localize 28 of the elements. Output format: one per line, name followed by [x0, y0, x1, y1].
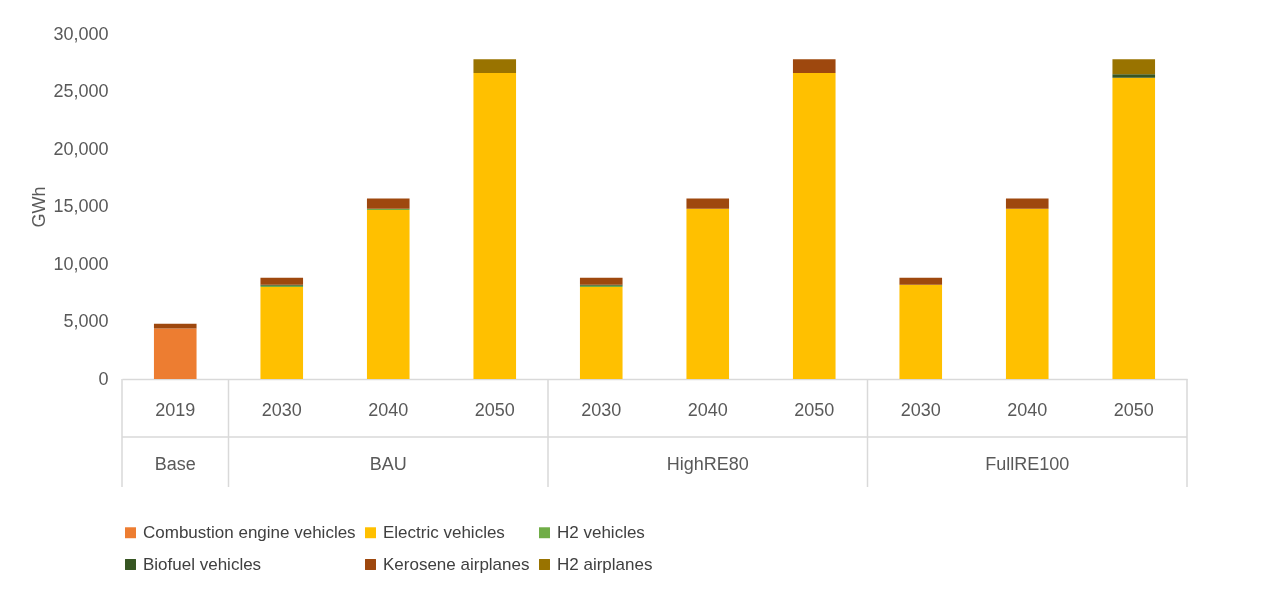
x-tick-label: 2040: [368, 399, 409, 420]
y-tick-label: 15,000: [53, 196, 109, 216]
y-tick-label: 30,000: [53, 23, 109, 44]
x-tick-label: 2040: [687, 399, 728, 420]
legend-label: H2 vehicles: [557, 522, 645, 542]
text: BAU: [369, 454, 407, 474]
x-tick-label: 2030: [581, 399, 622, 420]
x-tick-label: 2019: [155, 399, 196, 420]
text: FullRE100: [985, 454, 1070, 474]
x-tick-label: 2030: [900, 399, 941, 420]
x-tick-label: 2050: [474, 399, 515, 420]
legend-label: Combustion engine vehicles: [143, 522, 356, 542]
x-tick-label: 2040: [1007, 399, 1048, 420]
legend-label: H2 airplanes: [557, 554, 653, 574]
text: HighRE80: [666, 454, 749, 474]
x-tick-label: 2050: [794, 399, 835, 420]
y-tick-label: 20,000: [53, 138, 109, 159]
y-axis-title: GWh: [29, 186, 50, 228]
y-tick-label: 10,000: [53, 253, 109, 274]
legend-label: Electric vehicles: [383, 522, 505, 542]
y-tick-label: 5,000: [63, 311, 109, 331]
x-tick-label: 2030: [261, 399, 302, 420]
legend-label: Kerosene airplanes: [383, 554, 530, 574]
legend-label: Biofuel vehicles: [143, 554, 262, 574]
y-tick-label: 0: [98, 368, 109, 389]
y-tick-label: 25,000: [53, 81, 109, 101]
x-tick-label: 2050: [1113, 399, 1154, 420]
text: Base: [154, 454, 196, 474]
